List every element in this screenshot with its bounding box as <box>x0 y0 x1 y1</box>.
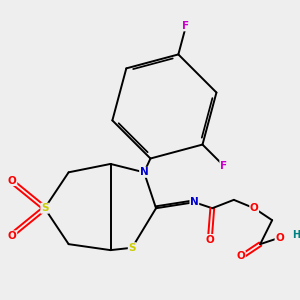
Text: O: O <box>275 233 284 243</box>
Text: O: O <box>8 231 17 241</box>
Text: O: O <box>236 251 245 261</box>
Text: O: O <box>250 203 259 213</box>
Text: S: S <box>128 243 136 253</box>
Text: N: N <box>140 167 148 177</box>
Text: F: F <box>182 21 190 31</box>
Text: N: N <box>190 197 199 207</box>
Text: F: F <box>220 160 227 170</box>
Text: H: H <box>292 230 300 240</box>
Text: O: O <box>206 235 214 244</box>
Text: S: S <box>41 203 48 213</box>
Text: O: O <box>8 176 17 185</box>
